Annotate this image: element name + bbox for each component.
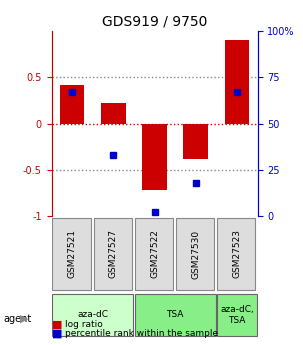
Text: GSM27521: GSM27521 (68, 229, 77, 278)
Text: ■: ■ (52, 320, 62, 330)
FancyBboxPatch shape (135, 294, 215, 336)
FancyBboxPatch shape (52, 294, 133, 336)
FancyBboxPatch shape (176, 218, 214, 290)
Bar (183, 124, 208, 159)
Text: GSM27527: GSM27527 (109, 229, 118, 278)
Text: log ratio: log ratio (65, 321, 103, 329)
Text: aza-dC,
TSA: aza-dC, TSA (220, 305, 254, 325)
Text: aza-dC: aza-dC (77, 310, 108, 319)
Text: ▶: ▶ (20, 314, 28, 324)
FancyBboxPatch shape (52, 218, 91, 290)
Text: percentile rank within the sample: percentile rank within the sample (65, 329, 218, 338)
FancyBboxPatch shape (94, 218, 132, 290)
Text: TSA: TSA (166, 310, 184, 319)
Bar (101, 103, 126, 124)
Bar (142, 124, 167, 190)
Text: GSM27523: GSM27523 (232, 229, 241, 278)
Text: ■: ■ (52, 329, 62, 338)
Bar (60, 85, 85, 124)
FancyBboxPatch shape (217, 218, 255, 290)
Title: GDS919 / 9750: GDS919 / 9750 (102, 14, 207, 29)
Text: GSM27530: GSM27530 (191, 229, 200, 278)
Text: agent: agent (3, 314, 31, 324)
FancyBboxPatch shape (135, 218, 173, 290)
FancyBboxPatch shape (217, 294, 257, 336)
Text: GSM27522: GSM27522 (150, 229, 159, 278)
Bar (225, 40, 249, 124)
